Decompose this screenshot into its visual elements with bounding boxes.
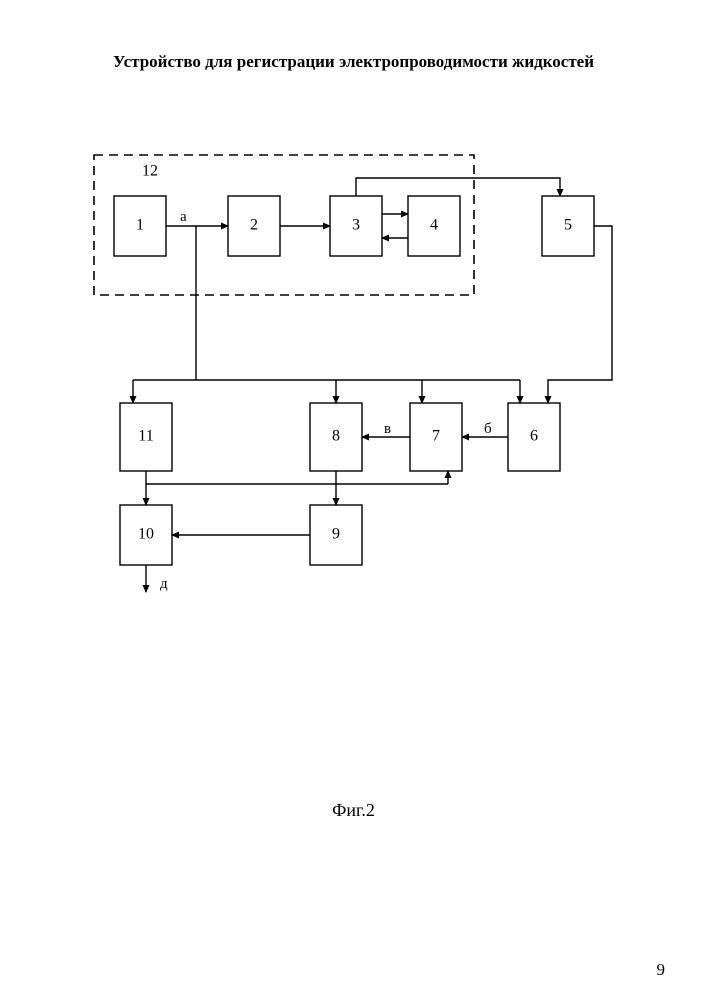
node-11-label: 11 bbox=[138, 428, 153, 445]
edge-3-5 bbox=[356, 178, 560, 196]
node-5-label: 5 bbox=[564, 217, 572, 234]
page-number: 9 bbox=[657, 960, 666, 980]
node-7-label: 7 bbox=[432, 428, 440, 445]
edge-label-d: д bbox=[160, 576, 168, 592]
node-8-label: 8 bbox=[332, 428, 340, 445]
node-9-label: 9 bbox=[332, 526, 340, 543]
edge-label-v: в bbox=[384, 421, 391, 437]
figure-caption: Фиг.2 bbox=[0, 800, 707, 821]
group-12-label: 12 bbox=[142, 163, 158, 180]
node-2-label: 2 bbox=[250, 217, 258, 234]
node-10-label: 10 bbox=[138, 526, 154, 543]
node-4-label: 4 bbox=[430, 217, 438, 234]
block-diagram: 12 1 2 3 4 5 11 8 7 6 10 9 а bbox=[0, 0, 707, 1000]
edge-label-a: а bbox=[180, 209, 187, 225]
node-1-label: 1 bbox=[136, 217, 144, 234]
edge-label-b: б bbox=[484, 421, 492, 437]
node-6-label: 6 bbox=[530, 428, 538, 445]
node-3-label: 3 bbox=[352, 217, 360, 234]
